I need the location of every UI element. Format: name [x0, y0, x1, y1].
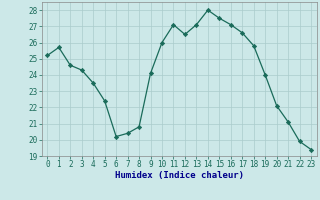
X-axis label: Humidex (Indice chaleur): Humidex (Indice chaleur) — [115, 171, 244, 180]
